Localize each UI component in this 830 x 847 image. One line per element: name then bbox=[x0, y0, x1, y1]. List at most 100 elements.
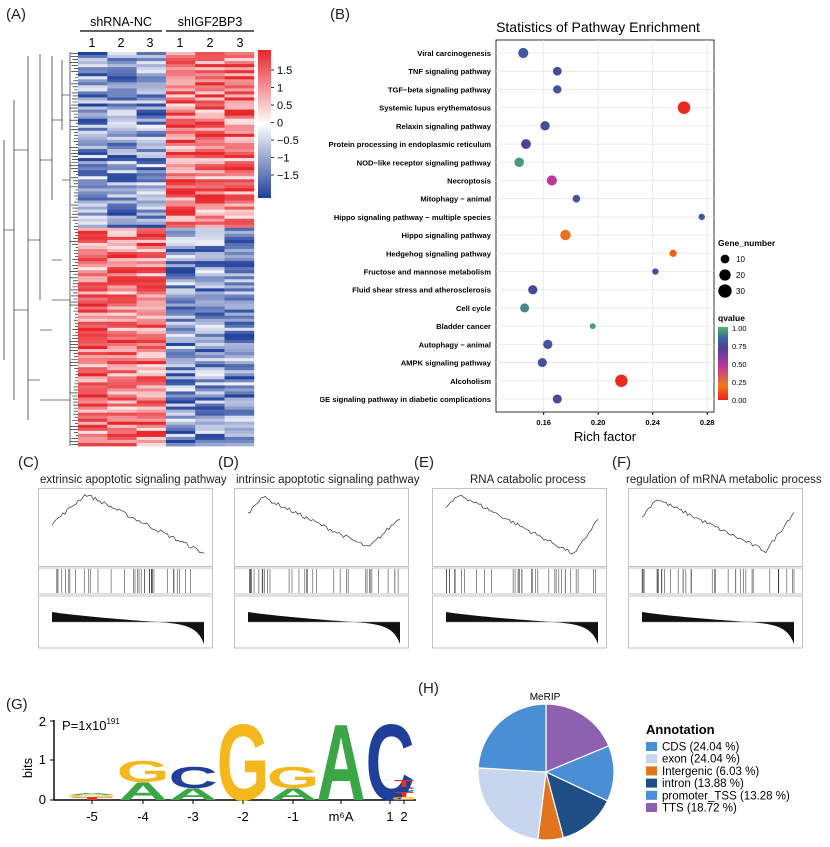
heatmap-cell bbox=[107, 61, 137, 65]
heatmap-cell bbox=[136, 55, 167, 59]
heatmap-cell bbox=[165, 370, 196, 374]
panel-label-f: (F) bbox=[612, 454, 632, 471]
heatmap-cell bbox=[78, 142, 108, 147]
heatmap-cell bbox=[224, 285, 255, 289]
heatmap-cell bbox=[78, 267, 108, 271]
heatmap-cell bbox=[224, 361, 255, 365]
heatmap-cell bbox=[224, 188, 255, 192]
heatmap-cell bbox=[165, 433, 196, 438]
heatmap-cell bbox=[165, 255, 196, 259]
heatmap-cell bbox=[165, 61, 196, 65]
heatmap-cell bbox=[78, 88, 108, 92]
heatmap-cell bbox=[107, 215, 137, 220]
position-label: -2 bbox=[237, 809, 249, 824]
heatmap-cell bbox=[107, 318, 137, 323]
enrichment-point bbox=[677, 101, 691, 114]
heatmap-cell bbox=[107, 158, 137, 162]
heatmap-cell bbox=[107, 412, 137, 417]
heatmap-cell bbox=[165, 148, 196, 153]
y-tick-0: 0 bbox=[39, 792, 46, 807]
heatmap-cell bbox=[136, 315, 167, 320]
qvalue-tick-label: 0.25 bbox=[732, 378, 747, 387]
heatmap-cell bbox=[136, 364, 167, 368]
heatmap-cell bbox=[165, 330, 196, 335]
heatmap-cell bbox=[136, 76, 167, 80]
heatmap-cell bbox=[195, 261, 225, 265]
heatmap-cell bbox=[78, 100, 108, 104]
heatmap-cell bbox=[195, 85, 225, 89]
panel-label-a: (A) bbox=[6, 6, 26, 23]
heatmap-cell bbox=[107, 303, 137, 307]
heatmap-color-scale bbox=[258, 50, 271, 198]
heatmap-cell bbox=[224, 179, 255, 183]
heatmap-cell bbox=[107, 279, 137, 283]
heatmap-cell bbox=[165, 97, 196, 101]
heatmap-cell bbox=[78, 270, 108, 274]
legend-label: TTS (18.72 %) bbox=[662, 803, 737, 815]
heatmap-cell bbox=[107, 321, 137, 326]
heatmap-cell bbox=[224, 215, 255, 220]
heatmap-cell bbox=[195, 224, 225, 229]
heatmap-cell bbox=[165, 115, 196, 120]
heatmap-cell bbox=[224, 388, 255, 392]
heatmap-cell bbox=[165, 136, 196, 141]
scale-tick-label: 1 bbox=[277, 83, 283, 95]
heatmap-cell bbox=[195, 242, 225, 247]
heatmap-cell bbox=[107, 276, 137, 280]
motif-letter: T bbox=[394, 791, 415, 799]
heatmap-cell bbox=[165, 427, 196, 432]
heatmap-cell bbox=[136, 321, 167, 326]
pathway-label: Mitophagy − animal bbox=[420, 195, 491, 204]
heatmap-cell bbox=[78, 97, 108, 101]
heatmap-cell bbox=[136, 245, 167, 250]
heatmap-cell bbox=[78, 358, 108, 362]
group-label-shrna-nc: shRNA-NC bbox=[90, 15, 152, 29]
heatmap-cell bbox=[107, 176, 137, 180]
heatmap-cell bbox=[195, 94, 225, 98]
heatmap-cell bbox=[136, 276, 167, 280]
heatmap-cell bbox=[195, 291, 225, 295]
sample-label: 1 bbox=[89, 36, 96, 50]
heatmap-cell bbox=[107, 145, 137, 150]
heatmap-cell bbox=[136, 224, 167, 229]
heatmap-cell bbox=[165, 70, 196, 74]
heatmap-cell bbox=[195, 385, 225, 389]
heatmap-cell bbox=[136, 112, 167, 117]
heatmap-cell bbox=[165, 127, 196, 132]
heatmap-cell bbox=[78, 121, 108, 126]
heatmap-cell bbox=[165, 282, 196, 286]
heatmap-cell bbox=[78, 367, 108, 371]
heatmap-cell bbox=[224, 333, 255, 338]
heatmap-cell bbox=[136, 249, 167, 253]
heatmap-cell bbox=[107, 436, 137, 441]
enrichment-score-line bbox=[51, 494, 205, 554]
heatmap-cell bbox=[195, 342, 225, 347]
heatmap-cell bbox=[165, 55, 196, 59]
heatmap-cell bbox=[107, 258, 137, 262]
heatmap-cell bbox=[107, 94, 137, 98]
heatmap-cell bbox=[78, 182, 108, 186]
heatmap-cell bbox=[224, 212, 255, 217]
heatmap-cell bbox=[195, 155, 225, 159]
heatmap-cell bbox=[136, 409, 167, 414]
annotation-pie-chart: MeRIP Annotation CDS (24.04 %)exon (24.0… bbox=[477, 692, 790, 841]
enrichment-point bbox=[546, 175, 557, 186]
heatmap-cell bbox=[78, 155, 108, 159]
heatmap-cell bbox=[195, 173, 225, 177]
heatmap-cell bbox=[195, 382, 225, 386]
heatmap-cell bbox=[136, 233, 167, 238]
heatmap-cell bbox=[195, 245, 225, 250]
heatmap-cell bbox=[136, 373, 167, 377]
heatmap-cell bbox=[107, 339, 137, 344]
heatmap-cell bbox=[136, 285, 167, 289]
heatmap-cell bbox=[165, 324, 196, 329]
heatmap-cell bbox=[195, 258, 225, 262]
heatmap-cell bbox=[165, 236, 196, 241]
heatmap-cell bbox=[195, 315, 225, 320]
heatmap-cell bbox=[195, 415, 225, 420]
heatmap-cell bbox=[78, 194, 108, 198]
size-legend-label: 20 bbox=[736, 271, 745, 280]
heatmap-cell bbox=[78, 230, 108, 235]
heatmap-cell bbox=[195, 139, 225, 144]
heatmap-cell bbox=[78, 242, 108, 247]
